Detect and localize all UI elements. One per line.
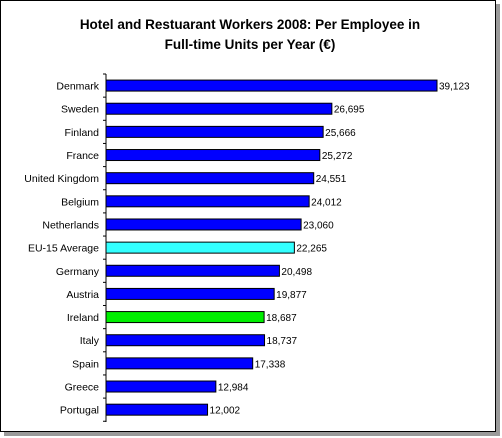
value-label-spain: 17,338 — [255, 359, 286, 370]
bar-ireland — [105, 311, 265, 324]
chart-title-line-2: Full-time Units per Year (€) — [165, 37, 336, 52]
bar-france — [105, 149, 321, 162]
category-label-austria: Austria — [66, 289, 99, 301]
value-label-belgium: 24,012 — [311, 197, 342, 208]
bar-eu-15-average — [105, 241, 295, 254]
bar-belgium — [105, 195, 310, 208]
bar-sweden — [105, 102, 333, 115]
value-label-sweden: 26,695 — [334, 105, 365, 116]
bar-denmark — [105, 79, 438, 92]
bar-greece — [105, 380, 217, 393]
bars-layer: Denmark 39,123 Sweden 26,695 Finland 25,666 Fr… — [24, 73, 470, 422]
bar-spain — [105, 357, 254, 370]
bar-germany — [105, 264, 280, 277]
category-label-belgium: Belgium — [61, 196, 99, 208]
value-label-germany: 20,498 — [281, 267, 312, 278]
category-label-united-kingdom: United Kingdom — [24, 173, 99, 185]
bar-austria — [105, 287, 275, 300]
category-label-eu-15-average: EU-15 Average — [28, 243, 99, 255]
category-label-germany: Germany — [56, 266, 100, 278]
category-label-portugal: Portugal — [60, 405, 99, 417]
bar-italy — [105, 334, 266, 347]
value-label-denmark: 39,123 — [439, 82, 470, 93]
category-label-denmark: Denmark — [56, 81, 99, 93]
value-label-netherlands: 23,060 — [303, 220, 334, 231]
value-label-austria: 19,877 — [276, 290, 307, 301]
value-label-finland: 25,666 — [325, 128, 356, 139]
bar-netherlands — [105, 218, 302, 231]
category-label-spain: Spain — [72, 358, 99, 370]
bar-finland — [105, 125, 324, 138]
category-label-sweden: Sweden — [61, 104, 99, 116]
category-label-finland: Finland — [65, 127, 100, 139]
value-label-greece: 12,984 — [218, 383, 249, 394]
value-label-united-kingdom: 24,551 — [316, 174, 347, 185]
value-label-france: 25,272 — [322, 151, 353, 162]
value-label-italy: 18,737 — [267, 336, 298, 347]
category-label-france: France — [66, 150, 99, 162]
value-label-portugal: 12,002 — [210, 406, 241, 417]
value-label-eu-15-average: 22,265 — [296, 244, 327, 255]
category-label-ireland: Ireland — [67, 312, 99, 324]
category-label-netherlands: Netherlands — [42, 219, 99, 231]
bar-portugal — [105, 403, 209, 416]
chart-title-line-1: Hotel and Restuarant Workers 2008: Per E… — [80, 17, 420, 32]
category-label-italy: Italy — [80, 335, 100, 347]
value-label-ireland: 18,687 — [266, 313, 297, 324]
category-label-greece: Greece — [65, 382, 100, 394]
bar-united-kingdom — [105, 172, 315, 185]
